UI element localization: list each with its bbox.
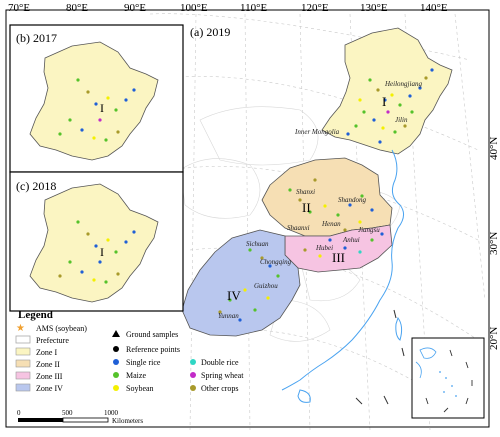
legend-label: Zone I — [36, 348, 57, 357]
province-yunnan: Yunnan — [218, 312, 239, 320]
zone-iii-yangtze — [284, 224, 393, 273]
top-axis-label: 140°E — [420, 2, 448, 14]
scale-tick: 1000 — [104, 409, 119, 417]
crop-points-southwest — [218, 248, 280, 322]
legend-label: Ground samples — [126, 330, 178, 339]
hainan — [297, 389, 311, 403]
province-shandong: Shandong — [338, 196, 367, 204]
province-shaanxi: Shaanxi — [287, 224, 310, 232]
right-axis-label: 20°N — [488, 327, 500, 350]
legend-title: Legend — [18, 309, 53, 321]
legend-label: Zone III — [36, 372, 63, 381]
coastline — [281, 149, 404, 391]
province-anhui: Anhui — [342, 236, 360, 244]
province-henan: Henan — [321, 220, 341, 228]
legend-label: Zone IV — [36, 384, 63, 393]
scale-unit: Kilometers — [112, 417, 143, 425]
top-axis-label: 80°E — [66, 2, 88, 14]
top-axis: 70°E 80°E 90°E 100°E 110°E 120°E 130°E 1… — [8, 2, 448, 14]
legend-label: Spring wheat — [201, 371, 244, 380]
zone-label-ii: II — [302, 200, 311, 215]
inset-2018-title: (c) 2018 — [16, 179, 56, 193]
single-rice-icon — [113, 359, 119, 365]
right-axis: 40°N 30°N 20°N — [488, 137, 500, 350]
legend: Legend ★ AMS (soybean) Prefecture Ground… — [15, 309, 244, 393]
inset-2017: (b) 2017 I — [9, 24, 184, 173]
legend-label: Zone II — [36, 360, 60, 369]
soybean-icon — [113, 385, 119, 391]
legend-label: Other crops — [201, 384, 239, 393]
zone-iv-southwest — [181, 229, 301, 337]
scale-bar: 0 500 1000 Kilometers — [17, 409, 143, 425]
scale-tick: 0 — [17, 409, 21, 417]
right-axis-label: 40°N — [488, 137, 500, 160]
province-chongqing: Chongqing — [260, 258, 292, 266]
ams-star-icon: ★ — [16, 323, 25, 334]
zone-label-iii: III — [332, 250, 345, 265]
legend-label: Prefecture — [36, 336, 69, 345]
taiwan — [395, 316, 403, 341]
zone-iii-swatch — [15, 371, 31, 380]
province-hubei: Hubei — [315, 244, 333, 252]
zone-i-swatch — [15, 347, 31, 356]
border-dashes — [355, 309, 405, 405]
province-shanxi: Shanxi — [296, 188, 315, 196]
province-guizhou: Guizhou — [254, 282, 278, 290]
inset-2017-zone-label: I — [100, 101, 104, 115]
zone-ii-swatch — [15, 359, 31, 368]
legend-label: Double rice — [201, 358, 239, 367]
top-axis-label: 120°E — [301, 2, 329, 14]
reference-point-icon — [113, 346, 119, 352]
province-jilin: Jilin — [395, 116, 408, 124]
right-axis-label: 30°N — [488, 232, 500, 255]
triangle-icon — [112, 330, 120, 337]
legend-label: Reference points — [126, 345, 180, 354]
crop-points-central — [288, 178, 384, 258]
inset-2018: (c) 2018 I — [9, 171, 184, 312]
legend-label: Single rice — [126, 358, 161, 367]
legend-label: Maize — [126, 371, 146, 380]
inset-2018-zone-label: I — [100, 245, 104, 259]
province-inner-mongolia: Inner Mongolia — [294, 128, 340, 136]
zone-iv-swatch — [15, 383, 31, 392]
legend-label: Soybean — [126, 384, 154, 393]
scale-tick: 500 — [62, 409, 73, 417]
double-rice-icon — [190, 359, 196, 365]
zone-i-northeast — [321, 27, 453, 155]
top-axis-label: 70°E — [8, 2, 30, 14]
prefecture-swatch — [15, 335, 31, 344]
top-axis-label: 110°E — [240, 2, 267, 14]
top-axis-label: 100°E — [180, 2, 208, 14]
province-jiangsu: Jiangsu — [358, 226, 380, 234]
other-crops-icon — [190, 385, 196, 391]
maize-icon — [113, 372, 119, 378]
main-panel-title: (a) 2019 — [190, 25, 230, 39]
spring-wheat-icon — [190, 372, 196, 378]
south-china-sea-inset — [411, 337, 485, 419]
legend-label: AMS (soybean) — [36, 324, 87, 333]
top-axis-label: 90°E — [124, 2, 146, 14]
crop-points-northeast — [346, 68, 434, 144]
zone-label-iv: IV — [227, 288, 241, 303]
province-sichuan: Sichuan — [246, 240, 269, 248]
inset-2017-title: (b) 2017 — [16, 31, 57, 45]
province-heilongjiang: Heilongjiang — [384, 80, 422, 88]
zone-label-i: I — [382, 94, 386, 109]
top-axis-label: 130°E — [360, 2, 388, 14]
